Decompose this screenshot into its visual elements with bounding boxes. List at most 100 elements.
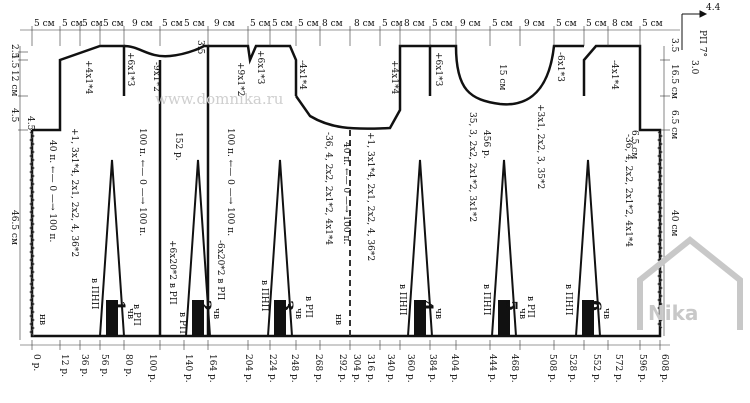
svg-text:304 р.: 304 р. xyxy=(351,354,361,383)
corner-arrow-label: РП 7° xyxy=(697,30,707,57)
svg-text:в ПНП: в ПНП xyxy=(481,284,491,316)
svg-text:164 р.: 164 р. xyxy=(207,354,217,383)
svg-text:+6х1*3: +6х1*3 xyxy=(125,52,135,87)
svg-text:596 р.: 596 р. xyxy=(637,354,647,383)
svg-text:5 см: 5 см xyxy=(184,19,205,29)
svg-text:8 см: 8 см xyxy=(404,19,425,29)
bottom-tick-labels: 0 р. 12 р. 36 р. 56 р. 80 р. 100 р. 140 … xyxy=(31,354,669,383)
shaping-labels: +4х1*4 +6х1*3 -9х1*2 +9х1*2 +6х1*3 -4х1*… xyxy=(83,50,619,96)
svg-text:-36, 4, 2х2, 2х1*2, 4х1*4: -36, 4, 2х2, 2х1*2, 4х1*4 xyxy=(623,134,633,247)
svg-text:2: 2 xyxy=(196,300,215,311)
svg-text:-4х1*4: -4х1*4 xyxy=(297,60,307,90)
svg-text:100 п. ←— 0 —→ 100 п.: 100 п. ←— 0 —→ 100 п. xyxy=(225,128,235,236)
row-count-notes: 40 п. ←— 0 —→ 100 п. 100 п. ←— 0 —→ 100 … xyxy=(47,128,491,244)
svg-text:12 р.: 12 р. xyxy=(59,354,69,377)
gusset-notes: +6х20*2 в РП -6х20*2 в РП xyxy=(167,240,225,305)
svg-text:нв: нв xyxy=(37,314,47,325)
svg-text:в ПНП: в ПНП xyxy=(563,284,573,316)
bottom-tick-marks xyxy=(31,340,661,350)
top-width-labels: 5 см 5 см 5 см 5 см 9 см 5 см 5 см 9 см … xyxy=(34,19,663,29)
svg-text:5 см: 5 см xyxy=(586,19,607,29)
svg-text:46.5 см: 46.5 см xyxy=(9,210,19,245)
svg-text:чв: чв xyxy=(517,308,527,319)
dimension-lines xyxy=(18,29,680,346)
nika-logo xyxy=(637,236,743,330)
svg-text:-6х1*3: -6х1*3 xyxy=(555,52,565,82)
svg-text:1.5: 1.5 xyxy=(9,54,19,69)
svg-text:204 р.: 204 р. xyxy=(243,354,253,383)
svg-text:5 см: 5 см xyxy=(34,19,55,29)
svg-text:2.5: 2.5 xyxy=(9,44,19,59)
svg-text:100 п. ←— 0 —→ 100 п.: 100 п. ←— 0 —→ 100 п. xyxy=(137,128,147,236)
svg-text:468 р.: 468 р. xyxy=(509,354,519,383)
svg-text:6.5 см: 6.5 см xyxy=(669,110,679,139)
svg-text:100 р.: 100 р. xyxy=(147,354,157,383)
svg-text:в ПНП: в ПНП xyxy=(89,278,99,310)
svg-text:+4х1*4: +4х1*4 xyxy=(83,60,93,95)
svg-text:5 см: 5 см xyxy=(162,19,183,29)
svg-text:-4х1*4: -4х1*4 xyxy=(609,60,619,90)
svg-text:в РП: в РП xyxy=(525,296,535,318)
svg-text:224 р.: 224 р. xyxy=(267,354,277,383)
svg-text:-6х20*2 в РП: -6х20*2 в РП xyxy=(215,240,225,300)
svg-text:5 см: 5 см xyxy=(642,19,663,29)
svg-text:+4х1*4: +4х1*4 xyxy=(389,60,399,95)
svg-text:268 р.: 268 р. xyxy=(313,354,323,383)
svg-text:+1, 3х1*4, 2х1, 2х2, 4, 36*2: +1, 3х1*4, 2х1, 2х2, 4, 36*2 xyxy=(69,128,79,257)
long-notes: +1, 3х1*4, 2х1, 2х2, 4, 36*2 -36, 4, 2х2… xyxy=(69,104,633,261)
svg-text:в ПНП: в ПНП xyxy=(397,284,407,316)
svg-text:-36, 4, 2х2, 2х1*2, 4х1*4: -36, 4, 2х2, 2х1*2, 4х1*4 xyxy=(323,132,333,245)
right-height-labels: 3.5 16.5 см 6.5 см 40 см xyxy=(669,38,679,236)
svg-text:9 см: 9 см xyxy=(460,19,481,29)
svg-text:140 р.: 140 р. xyxy=(183,354,193,383)
svg-text:5 см: 5 см xyxy=(556,19,577,29)
svg-text:248 р.: 248 р. xyxy=(289,354,299,383)
svg-text:в РП: в РП xyxy=(303,296,313,318)
svg-text:444 р.: 444 р. xyxy=(487,354,497,383)
left-height-labels: 2.5 1.5 12 см 4.5 46.5 см xyxy=(9,44,19,245)
svg-text:384 р.: 384 р. xyxy=(427,354,437,383)
svg-text:чв: чв xyxy=(125,308,135,319)
svg-text:1: 1 xyxy=(110,300,129,311)
left-hem-zigzag xyxy=(29,131,35,337)
svg-text:15 см: 15 см xyxy=(497,64,507,90)
svg-text:16.5 см: 16.5 см xyxy=(669,64,679,99)
svg-text:316 р.: 316 р. xyxy=(365,354,375,383)
svg-text:40 п. ←— 0 —→ 100 п.: 40 п. ←— 0 —→ 100 п. xyxy=(341,142,351,244)
svg-text:в ПНП: в ПНП xyxy=(259,280,269,312)
svg-text:5 см: 5 см xyxy=(250,19,271,29)
svg-text:5 см: 5 см xyxy=(272,19,293,29)
svg-text:5 см: 5 см xyxy=(82,19,103,29)
svg-text:3: 3 xyxy=(278,300,297,311)
svg-text:+9х1*2: +9х1*2 xyxy=(235,62,245,96)
svg-text:608 р.: 608 р. xyxy=(659,354,669,383)
svg-text:572 р.: 572 р. xyxy=(613,354,623,383)
svg-text:8 см: 8 см xyxy=(322,19,343,29)
section-dividers xyxy=(31,26,641,46)
svg-text:12 см: 12 см xyxy=(9,70,19,96)
svg-text:в РП: в РП xyxy=(177,312,187,334)
svg-text:9 см: 9 см xyxy=(132,19,153,29)
svg-text:3.5: 3.5 xyxy=(195,40,205,55)
extra-labels: в РП в РП в РП нв нв xyxy=(37,296,535,326)
svg-text:5 см: 5 см xyxy=(298,19,319,29)
svg-text:4.5: 4.5 xyxy=(25,116,35,131)
svg-text:+6х1*3: +6х1*3 xyxy=(255,50,265,85)
svg-text:0 р.: 0 р. xyxy=(31,354,41,371)
svg-text:456 р.: 456 р. xyxy=(481,130,491,159)
svg-text:5 см: 5 см xyxy=(382,19,403,29)
svg-text:+3х1, 2х2, 3, 35*2: +3х1, 2х2, 3, 35*2 xyxy=(535,104,545,189)
svg-text:552 р.: 552 р. xyxy=(591,354,601,383)
svg-text:-9х1*2: -9х1*2 xyxy=(151,62,161,92)
svg-text:чв: чв xyxy=(433,308,443,319)
svg-text:3.5: 3.5 xyxy=(669,38,679,53)
inner-height-labels: 3.5 15 см 6.5 см 4.5 xyxy=(25,40,639,159)
watermark-text: www.domnika.ru xyxy=(155,90,284,108)
svg-text:5 см: 5 см xyxy=(62,19,83,29)
svg-text:6.5 см: 6.5 см xyxy=(629,130,639,159)
svg-text:4.5: 4.5 xyxy=(9,108,19,123)
svg-text:чв: чв xyxy=(601,308,611,319)
svg-text:+6х20*2 в РП: +6х20*2 в РП xyxy=(167,240,177,305)
